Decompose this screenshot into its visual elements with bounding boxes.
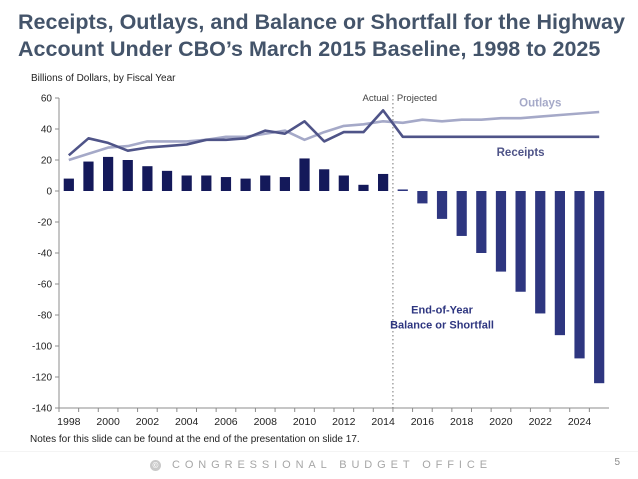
x-tick-label: 2016 [411,416,435,428]
y-tick-label: 40 [41,125,53,136]
balance-bar [240,178,251,191]
x-tick-label: 2018 [450,416,474,428]
balance-bar [594,191,605,384]
slide-title: Receipts, Outlays, and Balance or Shortf… [18,10,625,61]
balance-bar [260,175,271,191]
balance-bar [358,184,369,191]
balance-bar [201,175,212,191]
y-tick-label: -20 [38,218,53,229]
x-tick-label: 2010 [293,416,317,428]
receipts-line [67,109,600,157]
page-number: 5 [614,457,620,468]
y-axis-unit-label: Billions of Dollars, by Fiscal Year [31,73,176,84]
y-tick-label: 20 [41,156,53,167]
y-tick-label: -100 [32,342,52,353]
y-tick-label: -60 [38,280,53,291]
highway-account-chart: 60 40 20 0 -20 -40 -60 -80 -100 -120 -140 1998 2000 2… [0,93,638,452]
balance-legend-label-line1: End-of-Year [411,304,473,316]
y-tick-label: 0 [46,187,52,198]
x-tick-label: 2014 [371,416,395,428]
x-tick-label: 2004 [175,416,199,428]
balance-bar [122,160,133,191]
balance-bar [299,158,310,191]
balance-bar [574,191,585,359]
footer-org-name: CONGRESSIONAL BUDGET OFFICE [172,459,492,471]
balance-bar [417,191,428,204]
x-tick-label: 2022 [529,416,553,428]
x-tick-label: 2002 [136,416,160,428]
balance-bar [338,175,349,191]
x-tick-label: 2000 [96,416,120,428]
outlays-line [68,110,600,162]
balance-bar [456,191,467,236]
slide-notes: Notes for this slide can be found at the… [30,434,360,445]
balance-bar [476,191,487,253]
balance-legend-label-line2: Balance or Shortfall [390,319,494,331]
y-tick-label: -80 [38,311,53,322]
y-tick-label: 60 [41,94,53,105]
x-tick-label: 2024 [568,416,592,428]
projected-label: Projected [397,93,437,104]
y-tick-label: -140 [32,404,52,415]
balance-bar [142,166,153,191]
balance-bar [319,169,330,191]
x-tick-label: 1998 [57,416,81,428]
x-tick-label: 2006 [214,416,238,428]
receipts-legend-label: Receipts [497,147,545,159]
outlays-legend-label: Outlays [519,98,561,110]
balance-bar [83,161,94,191]
footer: © CONGRESSIONAL BUDGET OFFICE 5 [0,452,638,479]
x-tick-label: 2008 [254,416,278,428]
balance-bar [63,178,74,191]
balance-bar [181,175,192,191]
balance-bar [103,156,114,191]
balance-bar [535,191,546,314]
balance-bar [495,191,507,272]
y-tick-label: -40 [38,249,53,260]
actual-label: Actual [363,93,389,104]
balance-bar [378,173,389,191]
x-tick-label: 2020 [489,416,513,428]
balance-bar [161,170,173,191]
balance-bar [554,191,565,336]
x-tick-label: 2012 [332,416,356,428]
cbo-logo-icon: © [150,460,161,471]
balance-bar [279,177,290,191]
balance-bar [220,177,232,191]
balance-bar [436,191,448,219]
balance-bar [515,191,526,292]
balance-bar [397,189,408,191]
y-tick-label: -120 [32,373,52,384]
